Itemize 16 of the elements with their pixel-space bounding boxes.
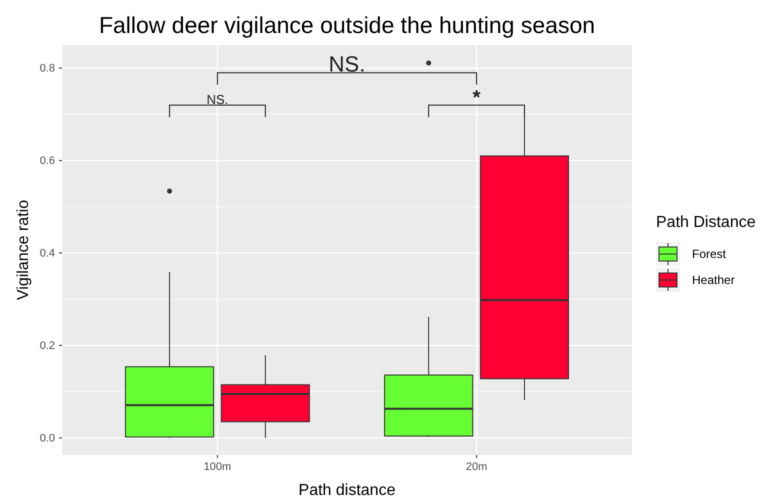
y-tick-label: 0.6 bbox=[40, 155, 55, 168]
x-tick-label: 100m bbox=[204, 460, 232, 473]
x-tick-label: 20m bbox=[466, 460, 488, 473]
annotation: NS. bbox=[206, 92, 228, 108]
legend-label: Heather bbox=[692, 273, 735, 287]
annotation: * bbox=[472, 87, 481, 110]
y-tick-label: 0.4 bbox=[40, 248, 55, 260]
legend-label: Forest bbox=[692, 247, 727, 261]
annotation: NS. bbox=[328, 52, 366, 77]
legend-title: Path Distance bbox=[656, 214, 756, 231]
y-tick-label: 0.8 bbox=[40, 62, 55, 75]
y-tick-label: 0.0 bbox=[40, 432, 55, 444]
x-axis-title: Path distance bbox=[298, 482, 396, 498]
chart-title: Fallow deer vigilance outside the hunting season bbox=[98, 12, 596, 38]
y-tick-label: 0.2 bbox=[40, 340, 55, 352]
y-axis-title: Vigilance ratio bbox=[15, 200, 32, 300]
